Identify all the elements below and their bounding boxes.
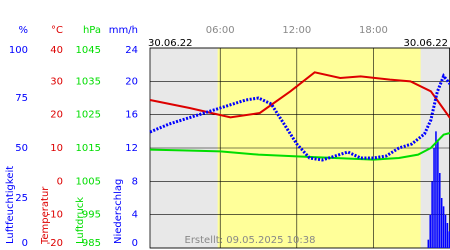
y-tick-label: 0 [22,238,28,249]
x-tick-label: 06:00 [206,25,235,36]
series-line [149,73,450,162]
y-tick-label: 24 [125,45,138,56]
footer: Erstellt: 09.05.2025 10:38 [185,235,316,246]
y-tick-label: 0 [132,238,138,249]
y-tick-label: 0 [57,176,63,187]
precip-bar [429,214,431,248]
precip-bar [427,239,430,248]
y-tick-label: -20 [47,238,63,249]
y-tick-label: 100 [9,45,28,56]
y-tick-label: 40 [50,45,63,56]
axis-label: Luftfeuchtigkeit [5,166,16,244]
axis-label: Niederschlag [113,179,124,244]
precip-bar [446,223,449,248]
y-tick-label: 50 [15,143,28,154]
precip-bar [437,139,439,248]
y-tick-label: 1005 [76,176,101,187]
precip-bar [442,206,445,248]
series-line [149,132,450,161]
y-tick-label: 1035 [76,76,101,87]
precip-bar [444,214,447,248]
date-start: 30.06.22 [148,38,193,49]
precip-bar [431,181,433,248]
y-tick-label: 995 [82,210,101,221]
y-tick-label: -10 [47,210,63,221]
y-tick-label: 4 [132,210,138,221]
precip-bar [448,231,450,248]
y-tick-label: 20 [50,110,63,121]
unit-label: °C [51,25,63,36]
precip-bar [439,173,441,248]
y-tick-label: 10 [50,143,63,154]
x-tick-label: 12:00 [282,25,311,36]
y-tick-label: 25 [15,193,28,204]
unit-label: mm/h [109,25,138,36]
date-end: 30.06.22 [403,38,448,49]
y-tick-label: 1045 [76,45,101,56]
precip-bar [433,148,435,248]
unit-label: % [18,25,28,36]
y-tick-label: 985 [82,238,101,249]
unit-label: hPa [83,25,101,36]
precip-bar [435,131,437,248]
y-tick-label: 8 [132,176,138,187]
y-tick-label: 1025 [76,110,101,121]
y-tick-label: 12 [125,143,138,154]
y-tick-label: 20 [125,76,138,87]
x-tick-label: 18:00 [359,25,388,36]
y-tick-label: 30 [50,76,63,87]
y-tick-label: 16 [125,110,138,121]
axis-label: Luftdruck [75,197,86,244]
axis-label: Temperatur [40,186,51,245]
precip-bar [440,198,443,248]
y-tick-label: 75 [15,93,28,104]
y-tick-label: 1015 [76,143,101,154]
series-line [149,71,450,119]
